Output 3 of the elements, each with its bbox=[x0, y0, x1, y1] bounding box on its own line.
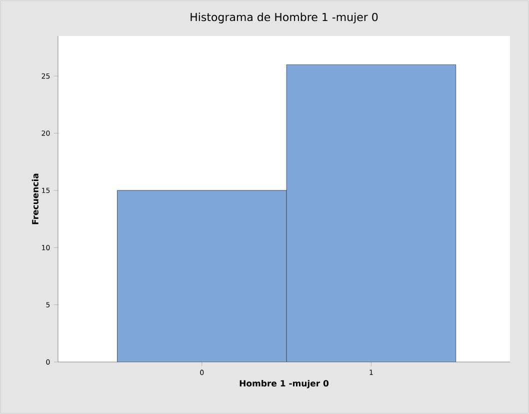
y-axis-title: Frecuencia bbox=[32, 174, 38, 224]
x-axis-title: Hombre 1 -mujer 0 bbox=[240, 380, 329, 388]
chart-title: Histograma de Hombre 1 -mujer 0 bbox=[190, 12, 378, 24]
